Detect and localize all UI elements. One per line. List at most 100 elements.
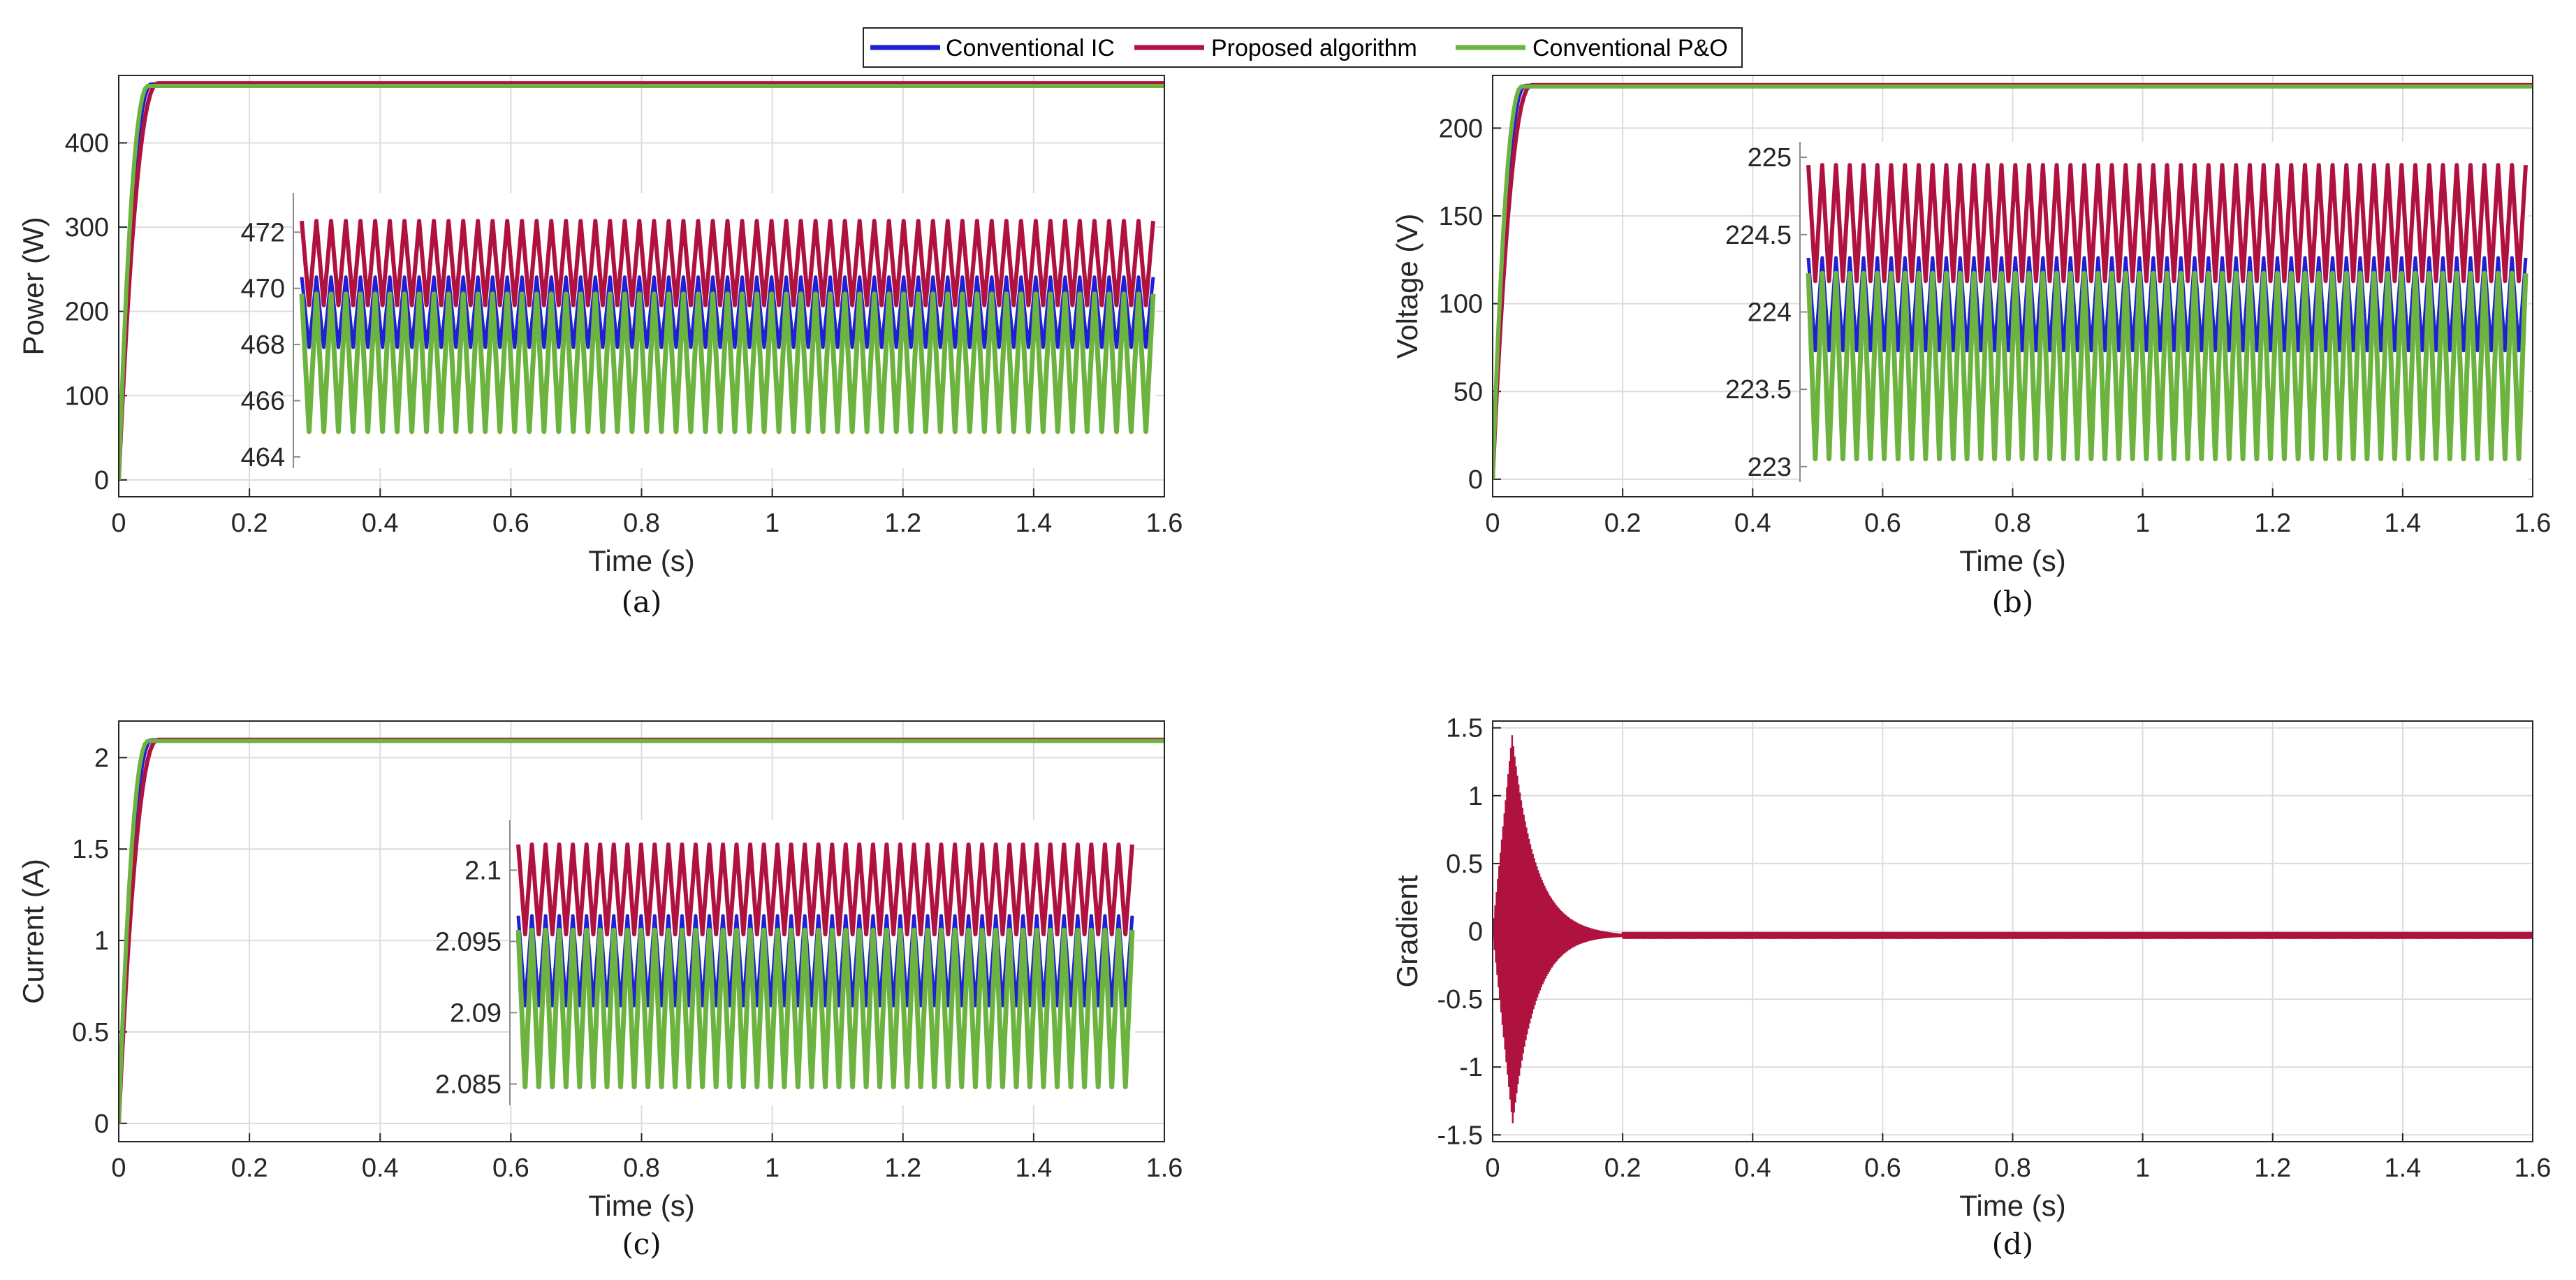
series-line-conventional-p-o bbox=[1493, 84, 2533, 480]
inset-y-tick-label: 2.1 bbox=[464, 856, 502, 885]
inset-y-tick-label: 223.5 bbox=[1725, 375, 1792, 405]
axes-frame bbox=[1492, 75, 2533, 497]
x-axis-title: Time (s) bbox=[1959, 1189, 2065, 1222]
inset-y-tick-label: 2.085 bbox=[435, 1070, 502, 1099]
inset-series-conventional-ic bbox=[1806, 256, 2528, 353]
y-tick-label: 0.5 bbox=[1446, 850, 1483, 879]
x-tick-label: 0 bbox=[111, 1154, 126, 1183]
series-line-conventional-p-o bbox=[119, 739, 1164, 1123]
y-tick-label: 0 bbox=[94, 466, 109, 495]
x-tick-label: 1 bbox=[765, 509, 780, 538]
y-tick-label: -1 bbox=[1459, 1053, 1483, 1082]
panel-caption: (b) bbox=[1992, 585, 2034, 619]
x-tick-label: 1.6 bbox=[2515, 509, 2552, 538]
x-tick-label: 0.4 bbox=[362, 1154, 399, 1183]
inset-y-tick-label: 468 bbox=[241, 330, 285, 360]
panel-c-current-plot: 0 0.2 0.4 0.6 0.8 1 1.2 1.4 1.6 0 0.5 1 1.5 2 Time (s)… bbox=[17, 720, 1183, 1261]
y-tick-label: 300 bbox=[65, 213, 109, 242]
x-tick-label: 0.4 bbox=[1734, 509, 1771, 538]
x-tick-label: 0.2 bbox=[1604, 509, 1641, 538]
x-tick-label: 1.4 bbox=[1015, 1154, 1052, 1183]
x-tick-label: 0.6 bbox=[1864, 1154, 1901, 1183]
x-tick-label: 0 bbox=[111, 509, 126, 538]
y-tick-label: 100 bbox=[65, 381, 109, 411]
y-tick-label: 200 bbox=[1439, 114, 1483, 143]
x-tick-label: 1.2 bbox=[2254, 509, 2291, 538]
x-axis-title: Time (s) bbox=[1959, 544, 2065, 577]
inset-y-tick-label: 470 bbox=[241, 275, 285, 304]
legend: Conventional IC Proposed algorithm Conve… bbox=[863, 27, 1743, 68]
x-tick-label: 1.4 bbox=[2384, 1154, 2421, 1183]
y-axis-title: Current (A) bbox=[17, 859, 50, 1004]
series-group bbox=[1493, 735, 2533, 1123]
panel-caption: (a) bbox=[622, 585, 662, 619]
x-tick-label: 0.6 bbox=[1864, 509, 1901, 538]
inset-zoom: 223 223.5 224 224.5 225 bbox=[1725, 142, 2529, 482]
x-tick-label: 1.6 bbox=[2515, 1154, 2552, 1183]
y-tick-label: -1.5 bbox=[1437, 1121, 1483, 1150]
x-tick-label: 0 bbox=[1485, 509, 1500, 538]
y-tick-label: 400 bbox=[65, 129, 109, 158]
y-axis-title: Gradient bbox=[1391, 875, 1424, 987]
y-tick-label: 0 bbox=[94, 1110, 109, 1139]
axes-frame bbox=[118, 720, 1165, 1142]
y-tick-label: 1.5 bbox=[72, 835, 109, 864]
series-line-conventional-p-o bbox=[119, 84, 1164, 481]
x-tick-label: 1.2 bbox=[2254, 1154, 2291, 1183]
inset-series-conventional-p-o bbox=[1806, 270, 2529, 462]
x-tick-label: 1.2 bbox=[884, 509, 921, 538]
inset-series-conventional-p-o bbox=[299, 291, 1156, 435]
y-tick-label: 1 bbox=[1468, 782, 1483, 811]
inset-zoom: 2.085 2.09 2.095 2.1 bbox=[435, 820, 1135, 1105]
x-tick-label: 1 bbox=[765, 1154, 780, 1183]
x-axis-title: Time (s) bbox=[588, 544, 694, 577]
inset-y-tick-label: 224.5 bbox=[1725, 221, 1792, 250]
x-tick-label: 0.2 bbox=[1604, 1154, 1641, 1183]
panel-caption: (c) bbox=[622, 1227, 661, 1261]
inset-y-tick-label: 2.095 bbox=[435, 927, 502, 957]
inset-y-tick-label: 224 bbox=[1748, 298, 1792, 328]
series-group bbox=[119, 81, 1164, 481]
x-tick-label: 0.8 bbox=[623, 1154, 660, 1183]
y-tick-label: 0.5 bbox=[72, 1018, 109, 1047]
x-tick-label: 1 bbox=[2135, 509, 2150, 538]
panel-b-voltage-plot: 0 0.2 0.4 0.6 0.8 1 1.2 1.4 1.6 0 50 100 150 200 Time … bbox=[1391, 75, 2551, 619]
x-tick-label: 0.2 bbox=[231, 509, 268, 538]
x-tick-label: 0.4 bbox=[362, 509, 399, 538]
inset-series-proposed-algorithm bbox=[516, 842, 1134, 937]
y-tick-label: -0.5 bbox=[1437, 985, 1483, 1014]
inset-series-conventional-ic bbox=[516, 914, 1134, 1008]
x-tick-label: 0.6 bbox=[492, 509, 529, 538]
series-group bbox=[119, 737, 1164, 1123]
panel-d-gradient-plot: 0 0.2 0.4 0.6 0.8 1 1.2 1.4 1.6 -1.5 -1 -0.5 0 0.5 1 1.… bbox=[1391, 714, 2551, 1261]
inset-y-tick-label: 464 bbox=[241, 443, 285, 472]
legend-label-ic: Conventional IC bbox=[946, 35, 1115, 61]
x-tick-label: 0.8 bbox=[623, 509, 660, 538]
x-tick-label: 0.6 bbox=[492, 1154, 529, 1183]
inset-zoom: 464 466 468 470 472 bbox=[241, 193, 1156, 472]
inset-y-tick-label: 223 bbox=[1748, 453, 1792, 482]
y-tick-label: 150 bbox=[1439, 202, 1483, 231]
x-tick-label: 0.8 bbox=[1994, 1154, 2031, 1183]
inset-series-conventional-ic bbox=[300, 275, 1155, 349]
y-tick-label: 2 bbox=[94, 743, 109, 773]
y-tick-label: 1 bbox=[94, 926, 109, 956]
x-tick-label: 1.6 bbox=[1146, 509, 1183, 538]
inset-series-proposed-algorithm bbox=[300, 219, 1155, 307]
y-tick-label: 50 bbox=[1454, 377, 1483, 407]
series-group bbox=[1493, 82, 2533, 480]
y-axis-title: Voltage (V) bbox=[1391, 214, 1424, 359]
x-tick-label: 1.2 bbox=[884, 1154, 921, 1183]
x-tick-label: 1.4 bbox=[2384, 509, 2421, 538]
panel-caption: (d) bbox=[1992, 1227, 2034, 1261]
y-tick-label: 0 bbox=[1468, 917, 1483, 947]
y-tick-label: 1.5 bbox=[1446, 714, 1483, 743]
series-line-gradient bbox=[1493, 735, 2533, 1123]
x-tick-label: 1.6 bbox=[1146, 1154, 1183, 1183]
legend-label-po: Conventional P&O bbox=[1532, 35, 1728, 61]
inset-y-tick-label: 2.09 bbox=[450, 998, 502, 1028]
x-tick-label: 0.8 bbox=[1994, 509, 2031, 538]
y-tick-label: 100 bbox=[1439, 290, 1483, 319]
inset-series-proposed-algorithm bbox=[1806, 163, 2528, 284]
